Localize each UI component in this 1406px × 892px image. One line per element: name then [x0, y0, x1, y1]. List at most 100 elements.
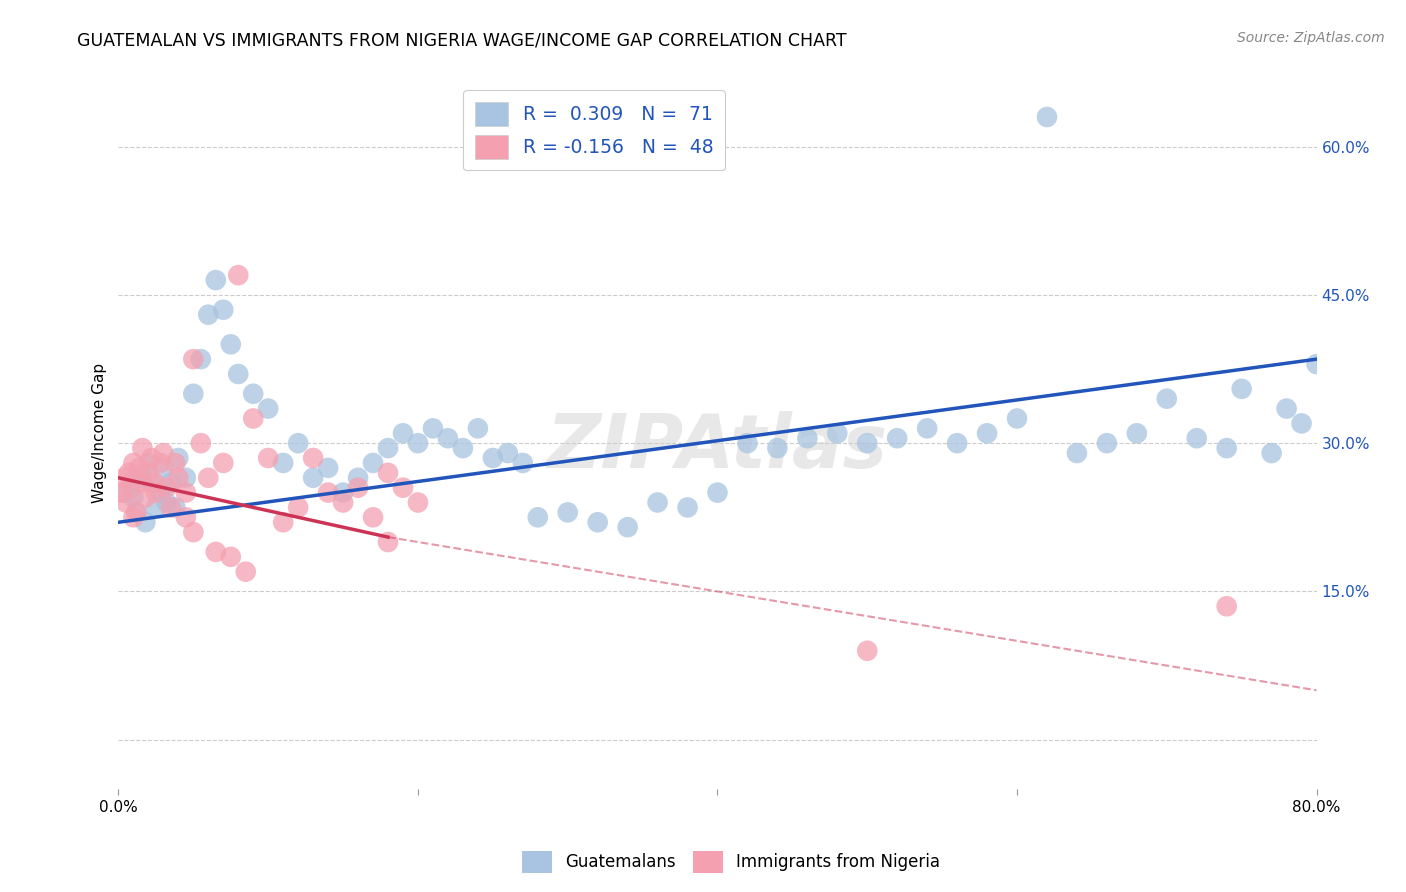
Point	[128, 461, 150, 475]
Point	[165, 456, 187, 470]
Point	[122, 510, 145, 524]
Point	[242, 386, 264, 401]
Point	[167, 471, 190, 485]
Point	[160, 500, 183, 515]
Point	[361, 510, 384, 524]
Point	[271, 515, 294, 529]
Point	[856, 644, 879, 658]
Point	[377, 535, 399, 549]
Point	[181, 525, 204, 540]
Point	[647, 495, 669, 509]
Point	[271, 456, 294, 470]
Point	[1005, 411, 1028, 425]
Point	[125, 505, 148, 519]
Point	[190, 352, 212, 367]
Point	[287, 436, 309, 450]
Point	[149, 485, 172, 500]
Point	[1066, 446, 1088, 460]
Point	[1305, 357, 1327, 371]
Point	[886, 431, 908, 445]
Point	[145, 500, 167, 515]
Point	[141, 475, 163, 490]
Point	[332, 485, 354, 500]
Point	[129, 471, 152, 485]
Point	[204, 545, 226, 559]
Point	[347, 481, 370, 495]
Point	[160, 475, 183, 490]
Point	[122, 456, 145, 470]
Point	[257, 401, 280, 416]
Text: Source: ZipAtlas.com: Source: ZipAtlas.com	[1237, 31, 1385, 45]
Point	[302, 471, 325, 485]
Point	[197, 308, 219, 322]
Point	[1185, 431, 1208, 445]
Point	[347, 471, 370, 485]
Point	[586, 515, 609, 529]
Point	[856, 436, 879, 450]
Point	[377, 466, 399, 480]
Point	[120, 481, 142, 495]
Point	[422, 421, 444, 435]
Point	[1230, 382, 1253, 396]
Point	[212, 456, 235, 470]
Y-axis label: Wage/Income Gap: Wage/Income Gap	[93, 363, 107, 503]
Point	[115, 495, 138, 509]
Point	[134, 491, 156, 505]
Point	[557, 505, 579, 519]
Point	[152, 446, 174, 460]
Text: ZIPAtlas: ZIPAtlas	[547, 411, 889, 484]
Point	[827, 426, 849, 441]
Point	[197, 471, 219, 485]
Point	[141, 450, 163, 465]
Point	[181, 352, 204, 367]
Point	[155, 495, 177, 509]
Point	[332, 495, 354, 509]
Legend: Guatemalans, Immigrants from Nigeria: Guatemalans, Immigrants from Nigeria	[516, 845, 946, 880]
Point	[174, 471, 197, 485]
Point	[174, 485, 197, 500]
Point	[1275, 401, 1298, 416]
Point	[219, 549, 242, 564]
Point	[115, 485, 138, 500]
Point	[226, 367, 249, 381]
Point	[451, 441, 474, 455]
Point	[145, 485, 167, 500]
Point	[316, 461, 339, 475]
Point	[976, 426, 998, 441]
Point	[392, 426, 415, 441]
Point	[114, 471, 136, 485]
Point	[1291, 417, 1313, 431]
Point	[406, 495, 429, 509]
Point	[437, 431, 460, 445]
Point	[316, 485, 339, 500]
Point	[406, 436, 429, 450]
Point	[796, 431, 818, 445]
Point	[1215, 599, 1237, 614]
Point	[766, 441, 789, 455]
Point	[131, 441, 153, 455]
Point	[737, 436, 759, 450]
Point	[212, 302, 235, 317]
Point	[946, 436, 969, 450]
Point	[134, 515, 156, 529]
Legend: R =  0.309   N =  71, R = -0.156   N =  48: R = 0.309 N = 71, R = -0.156 N = 48	[464, 90, 725, 170]
Point	[377, 441, 399, 455]
Point	[392, 481, 415, 495]
Point	[1260, 446, 1282, 460]
Point	[122, 491, 145, 505]
Point	[152, 461, 174, 475]
Point	[149, 456, 172, 470]
Point	[1036, 110, 1059, 124]
Point	[235, 565, 257, 579]
Point	[138, 466, 160, 480]
Text: GUATEMALAN VS IMMIGRANTS FROM NIGERIA WAGE/INCOME GAP CORRELATION CHART: GUATEMALAN VS IMMIGRANTS FROM NIGERIA WA…	[77, 31, 846, 49]
Point	[361, 456, 384, 470]
Point	[190, 436, 212, 450]
Point	[915, 421, 938, 435]
Point	[706, 485, 728, 500]
Point	[120, 475, 142, 490]
Point	[1156, 392, 1178, 406]
Point	[526, 510, 548, 524]
Point	[110, 485, 132, 500]
Point	[167, 450, 190, 465]
